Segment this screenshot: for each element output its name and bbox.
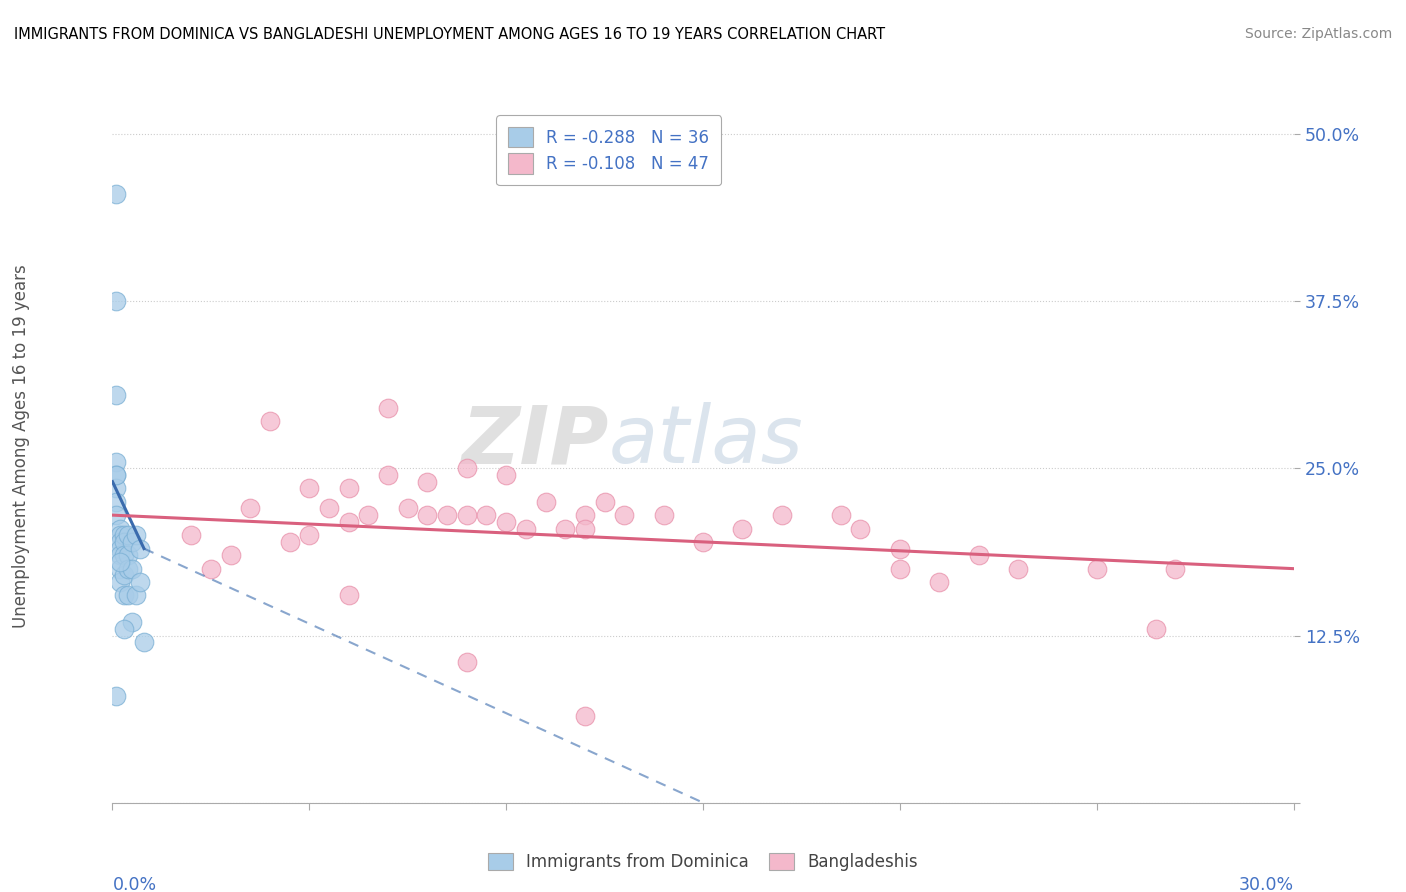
Point [889, 541, 911, 556]
Point [121, 615, 143, 630]
Point [298, 528, 321, 542]
Point [110, 555, 132, 569]
Text: Source: ZipAtlas.com: Source: ZipAtlas.com [1244, 27, 1392, 41]
Point [770, 508, 793, 523]
Point [112, 622, 135, 636]
Point [112, 535, 135, 549]
Point [337, 589, 360, 603]
Point [105, 388, 128, 402]
Point [554, 521, 576, 535]
Point [574, 708, 596, 723]
Point [125, 528, 148, 542]
Point [180, 528, 202, 542]
Point [298, 482, 321, 496]
Point [110, 575, 132, 590]
Point [105, 689, 128, 703]
Point [105, 482, 128, 496]
Point [110, 541, 132, 556]
Point [534, 494, 557, 508]
Point [495, 468, 517, 483]
Point [495, 515, 517, 529]
Point [117, 589, 139, 603]
Legend: R = -0.288   N = 36, R = -0.108   N = 47: R = -0.288 N = 36, R = -0.108 N = 47 [496, 115, 721, 186]
Point [117, 548, 139, 563]
Point [112, 568, 135, 582]
Point [967, 548, 990, 563]
Point [132, 635, 155, 649]
Point [110, 548, 132, 563]
Point [456, 508, 478, 523]
Point [117, 528, 139, 542]
Point [105, 294, 128, 309]
Point [574, 508, 596, 523]
Point [105, 455, 128, 469]
Point [475, 508, 498, 523]
Text: 0.0%: 0.0% [112, 876, 156, 892]
Point [278, 535, 301, 549]
Point [239, 501, 262, 516]
Text: Unemployment Among Ages 16 to 19 years: Unemployment Among Ages 16 to 19 years [13, 264, 30, 628]
Point [112, 548, 135, 563]
Text: atlas: atlas [609, 402, 803, 480]
Point [110, 535, 132, 549]
Point [105, 468, 128, 483]
Point [593, 494, 616, 508]
Point [259, 415, 281, 429]
Point [613, 508, 636, 523]
Text: 30.0%: 30.0% [1239, 876, 1294, 892]
Point [849, 521, 872, 535]
Point [652, 508, 675, 523]
Point [105, 468, 128, 483]
Text: IMMIGRANTS FROM DOMINICA VS BANGLADESHI UNEMPLOYMENT AMONG AGES 16 TO 19 YEARS C: IMMIGRANTS FROM DOMINICA VS BANGLADESHI … [14, 27, 886, 42]
Point [129, 575, 152, 590]
Point [830, 508, 852, 523]
Point [110, 528, 132, 542]
Point [117, 562, 139, 576]
Point [1144, 622, 1167, 636]
Point [318, 501, 340, 516]
Point [112, 528, 135, 542]
Point [337, 482, 360, 496]
Point [121, 562, 143, 576]
Text: ZIP: ZIP [461, 402, 609, 480]
Point [110, 521, 132, 535]
Point [1164, 562, 1187, 576]
Point [416, 475, 439, 489]
Point [416, 508, 439, 523]
Point [337, 515, 360, 529]
Point [456, 655, 478, 669]
Point [928, 575, 950, 590]
Point [1085, 562, 1108, 576]
Point [889, 562, 911, 576]
Point [692, 535, 714, 549]
Point [377, 468, 399, 483]
Point [456, 461, 478, 475]
Point [515, 521, 537, 535]
Point [1007, 562, 1029, 576]
Point [219, 548, 242, 563]
Point [357, 508, 380, 523]
Point [731, 521, 754, 535]
Point [121, 535, 143, 549]
Point [377, 401, 399, 416]
Point [396, 501, 419, 516]
Point [200, 562, 222, 576]
Point [105, 494, 128, 508]
Point [110, 562, 132, 576]
Point [112, 589, 135, 603]
Point [129, 541, 152, 556]
Point [574, 521, 596, 535]
Point [105, 508, 128, 523]
Point [125, 589, 148, 603]
Point [105, 187, 128, 202]
Legend: Immigrants from Dominica, Bangladeshis: Immigrants from Dominica, Bangladeshis [479, 845, 927, 880]
Point [436, 508, 458, 523]
